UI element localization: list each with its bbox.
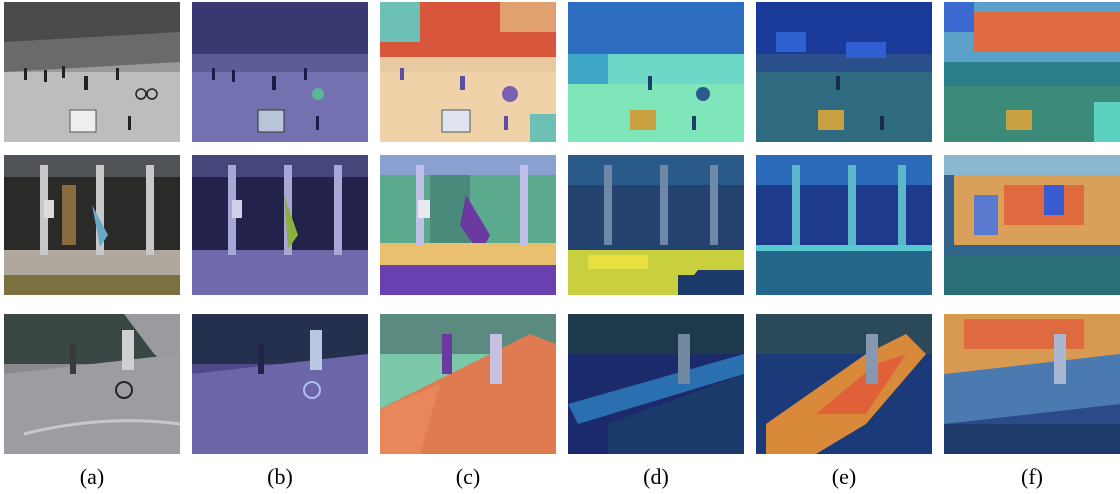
column-label-e: (e) (831, 464, 857, 489)
row1-col-a-image (4, 2, 180, 142)
row2-col-f-image (944, 155, 1120, 295)
row2-col-c-image (380, 155, 556, 295)
row2-col-a-image (4, 155, 180, 295)
row1-col-f-image (944, 2, 1120, 142)
row2-col-e-image (756, 155, 932, 295)
row1-col-e-image (756, 2, 932, 142)
column-label-d: (d) (643, 464, 669, 489)
column-label-f: (f) (1021, 464, 1043, 489)
row3-col-d-image (568, 314, 744, 454)
row1-col-d-image (568, 2, 744, 142)
row1-col-b-image (192, 2, 368, 142)
row3-col-a-image (4, 314, 180, 454)
column-label-b: (b) (267, 464, 293, 489)
row1-col-c-image (380, 2, 556, 142)
column-label-c: (c) (455, 464, 481, 489)
row3-col-c-image (380, 314, 556, 454)
row3-col-b-image (192, 314, 368, 454)
row3-col-f-image (944, 314, 1120, 454)
column-label-a: (a) (79, 464, 105, 489)
row3-col-e-image (756, 314, 932, 454)
row2-col-b-image (192, 155, 368, 295)
row2-col-d-image (568, 155, 744, 295)
